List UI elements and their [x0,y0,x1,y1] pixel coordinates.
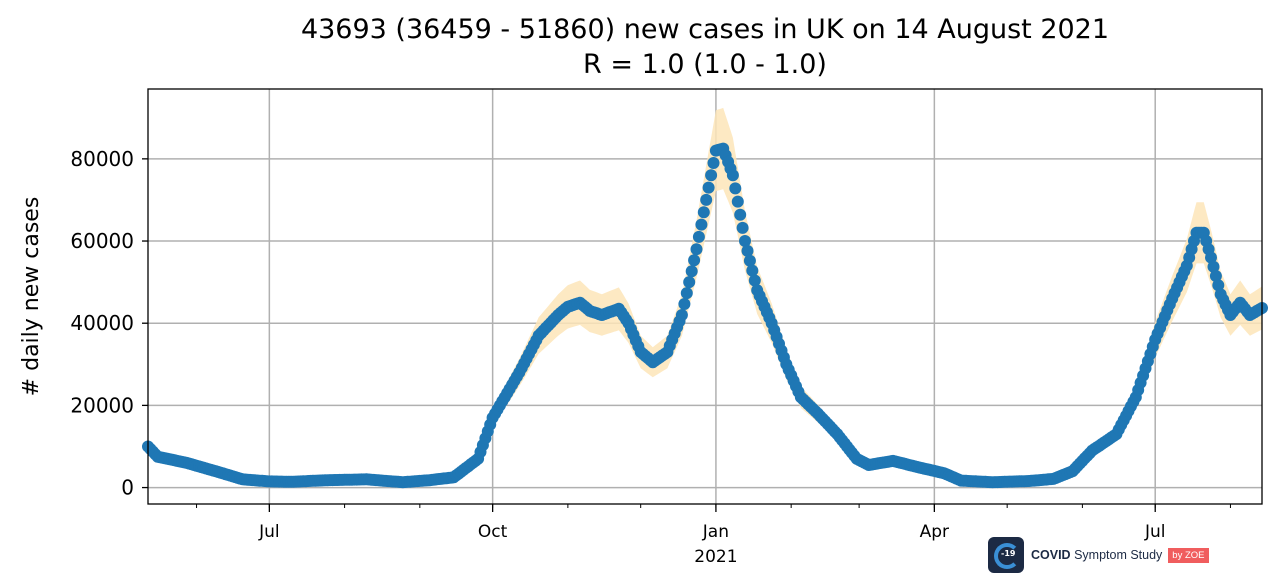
data-point [692,230,705,243]
data-point [731,195,744,208]
data-point [743,254,756,267]
data-point [729,182,742,195]
y-tick-label: 0 [121,476,134,500]
chart-title: 43693 (36459 - 51860) new cases in UK on… [300,14,1110,45]
data-point [695,218,708,231]
data-point [697,206,710,219]
covid-logo-icon: -19 [988,537,1024,573]
y-axis-label: # daily new cases [19,197,44,397]
data-point [678,298,691,310]
data-point [675,309,688,321]
y-tick-label: 80000 [70,147,134,171]
x-tick-label: Jul [1144,522,1166,542]
data-point [1205,251,1217,264]
data-point [736,221,749,234]
data-point [707,157,720,169]
x-tick-label: Jan [702,522,729,542]
plot-frame [147,88,1263,505]
data-point [1207,260,1220,273]
x-tick-label: Apr [920,522,949,542]
data-point [734,208,747,221]
zoe-badge: by ZOE [1168,547,1209,563]
data-point [685,265,698,278]
data-point [680,287,693,300]
data-point [741,244,754,257]
confidence-band [148,107,1262,486]
data-point [705,169,718,182]
x-tick-label: Oct [478,522,508,542]
data-point [748,274,761,287]
data-point [1212,279,1225,292]
y-tick-label: 20000 [70,393,134,417]
data-point [683,276,696,289]
data-point [739,235,751,247]
chart-subtitle: R = 1.0 (1.0 - 1.0) [583,49,827,80]
x-tick-label: Jul [258,522,280,542]
data-point [1209,270,1222,282]
covid-symptom-study-logo: -19 COVID Symptom Study by ZOE [988,536,1209,574]
data-point [688,254,701,267]
y-tick-label: 40000 [70,311,134,335]
data-point [702,181,715,194]
data-point [690,243,703,256]
x-tick-sublabel: 2021 [694,547,737,567]
y-axis: 0 20000 40000 60000 80000 [70,147,148,500]
data-point [726,169,739,182]
x-axis: Jul Oct Jan 2021 Apr Jul [196,504,1231,567]
data-point [700,193,713,206]
data-points [142,142,1268,489]
y-tick-label: 60000 [70,229,134,253]
data-point [746,264,759,277]
logo-name: COVID Symptom Study [1031,548,1163,562]
